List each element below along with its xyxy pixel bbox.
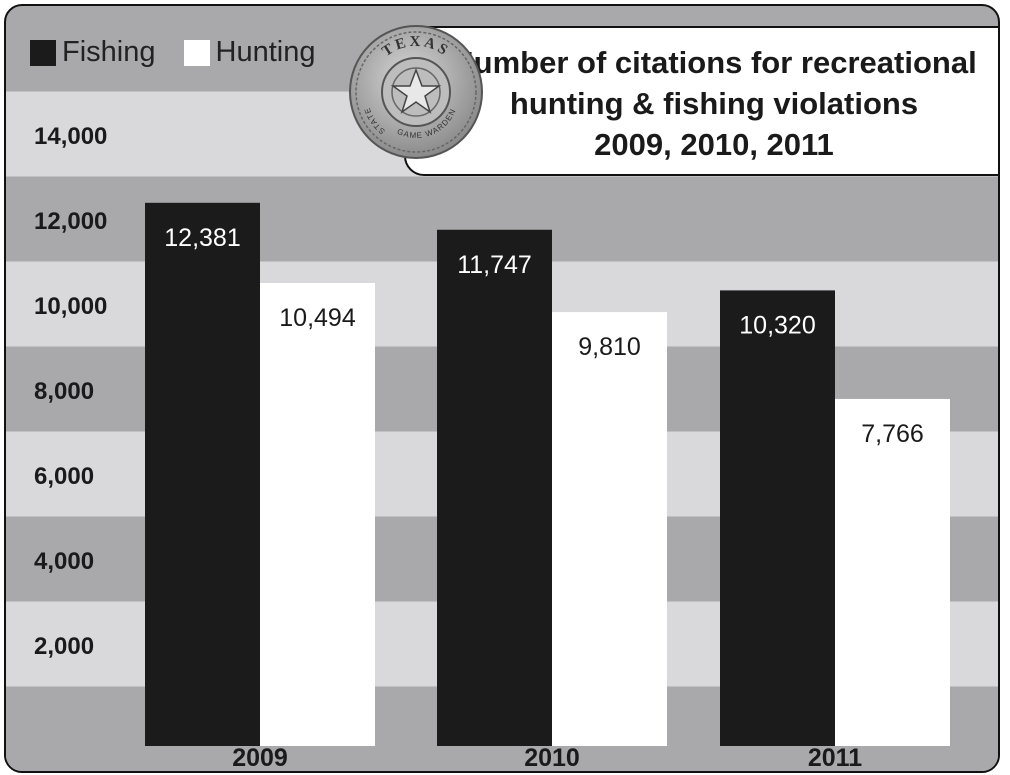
data-label-hunting: 7,766 (861, 420, 924, 448)
legend: Fishing Hunting (30, 36, 343, 69)
chart-frame: 2,000 4,000 6,000 8,000 10,000 12,000 14,000 12… (4, 4, 1000, 773)
y-tick-label: 10,000 (34, 293, 107, 320)
bar-fishing (437, 229, 552, 771)
data-label-fishing: 11,747 (457, 251, 532, 279)
y-tick-label: 8,000 (34, 378, 94, 405)
legend-swatch-hunting (183, 39, 210, 66)
legend-swatch-fishing (30, 39, 56, 66)
data-label-fishing: 10,320 (739, 311, 815, 339)
x-tick-label: 2011 (808, 744, 862, 771)
bar-hunting (835, 398, 950, 771)
legend-item-hunting: Hunting (183, 36, 316, 69)
legend-item-fishing: Fishing (30, 36, 156, 69)
data-label-hunting: 10,494 (279, 304, 356, 332)
data-label-fishing: 12,381 (164, 224, 240, 252)
chart-title-line-2: hunting & fishing violations (509, 86, 919, 121)
y-tick-label: 2,000 (34, 633, 94, 660)
y-tick-label: 6,000 (34, 463, 94, 490)
axis-strip (6, 746, 998, 771)
chart-title-line-1: Number of citations for recreational (451, 45, 977, 80)
y-tick-label: 14,000 (34, 123, 107, 150)
x-tick-label: 2010 (524, 744, 580, 771)
bar-hunting (552, 312, 667, 771)
chart-title-line-3: 2009, 2010, 2011 (594, 127, 834, 162)
data-label-hunting: 9,810 (578, 333, 641, 361)
bar-fishing (720, 290, 835, 771)
y-tick-label: 4,000 (34, 548, 94, 575)
bar-fishing (145, 202, 260, 771)
game-warden-seal-icon: TEXAS GAME WARDEN STATE (349, 25, 483, 159)
legend-label-fishing: Fishing (62, 36, 156, 68)
y-tick-label: 12,000 (34, 208, 107, 235)
legend-label-hunting: Hunting (215, 36, 316, 68)
chart-title-box: Number of citations for recreational hun… (404, 26, 998, 176)
bar-hunting (260, 283, 375, 771)
x-tick-label: 2009 (232, 744, 288, 771)
